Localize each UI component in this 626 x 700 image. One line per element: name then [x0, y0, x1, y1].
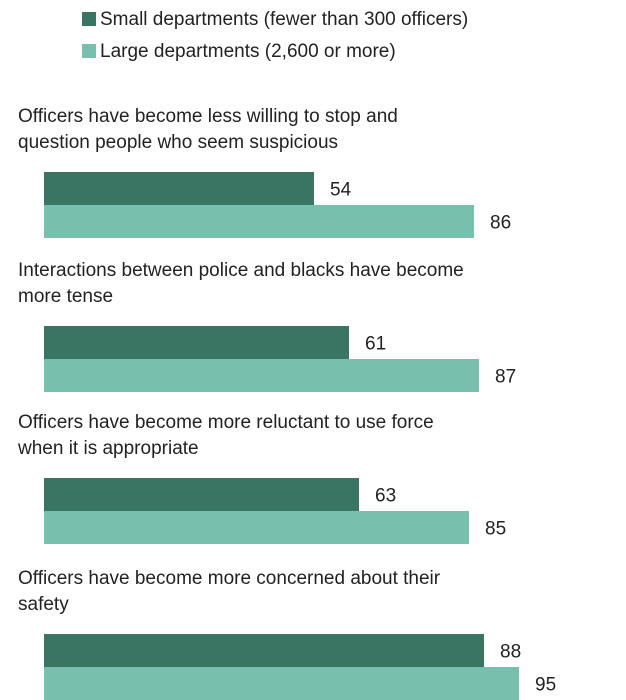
bar-small-0	[44, 172, 314, 205]
bar-small-2	[44, 478, 359, 511]
bar-group-3: Officers have become more concerned abou…	[18, 568, 556, 700]
bar-large-0	[44, 205, 474, 238]
legend-label-0: Small departments (fewer than 300 office…	[100, 9, 468, 30]
legend-swatch-0	[82, 12, 96, 26]
category-label-2: Officers have become more reluctant to u…	[17, 412, 434, 459]
bar-group-2: Officers have become more reluctant to u…	[17, 412, 506, 544]
category-label-line: Officers have become more concerned abou…	[18, 568, 441, 589]
bar-large-3	[44, 667, 519, 700]
value-label-large-3: 95	[535, 675, 556, 696]
value-label-small-0: 54	[330, 180, 352, 201]
bar-large-2	[44, 511, 469, 544]
category-label-line: Interactions between police and blacks h…	[18, 260, 464, 281]
category-label-line: when it is appropriate	[17, 438, 199, 459]
value-label-small-1: 61	[365, 334, 386, 355]
bar-small-3	[44, 634, 484, 667]
category-label-3: Officers have become more concerned abou…	[18, 568, 441, 615]
value-label-large-2: 85	[485, 519, 506, 540]
value-label-large-0: 86	[490, 213, 511, 234]
category-label-line: question people who seem suspicious	[18, 132, 338, 153]
value-label-small-3: 88	[500, 642, 521, 663]
category-label-line: Officers have become more reluctant to u…	[18, 412, 434, 433]
bar-small-1	[44, 326, 349, 359]
bar-group-1: Interactions between police and blacks h…	[18, 260, 516, 392]
category-label-line: Officers have become less willing to sto…	[18, 106, 398, 127]
bar-large-1	[44, 359, 479, 392]
category-label-line: safety	[18, 594, 69, 615]
bar-groups: Officers have become less willing to sto…	[17, 106, 556, 700]
legend-swatch-1	[82, 44, 96, 58]
legend: Small departments (fewer than 300 office…	[82, 9, 468, 62]
value-label-small-2: 63	[375, 486, 396, 507]
category-label-1: Interactions between police and blacks h…	[18, 260, 464, 307]
category-label-line: more tense	[18, 286, 113, 307]
value-label-large-1: 87	[495, 367, 516, 388]
bar-group-0: Officers have become less willing to sto…	[18, 106, 511, 238]
legend-label-1: Large departments (2,600 or more)	[100, 41, 396, 62]
category-label-0: Officers have become less willing to sto…	[18, 106, 398, 153]
